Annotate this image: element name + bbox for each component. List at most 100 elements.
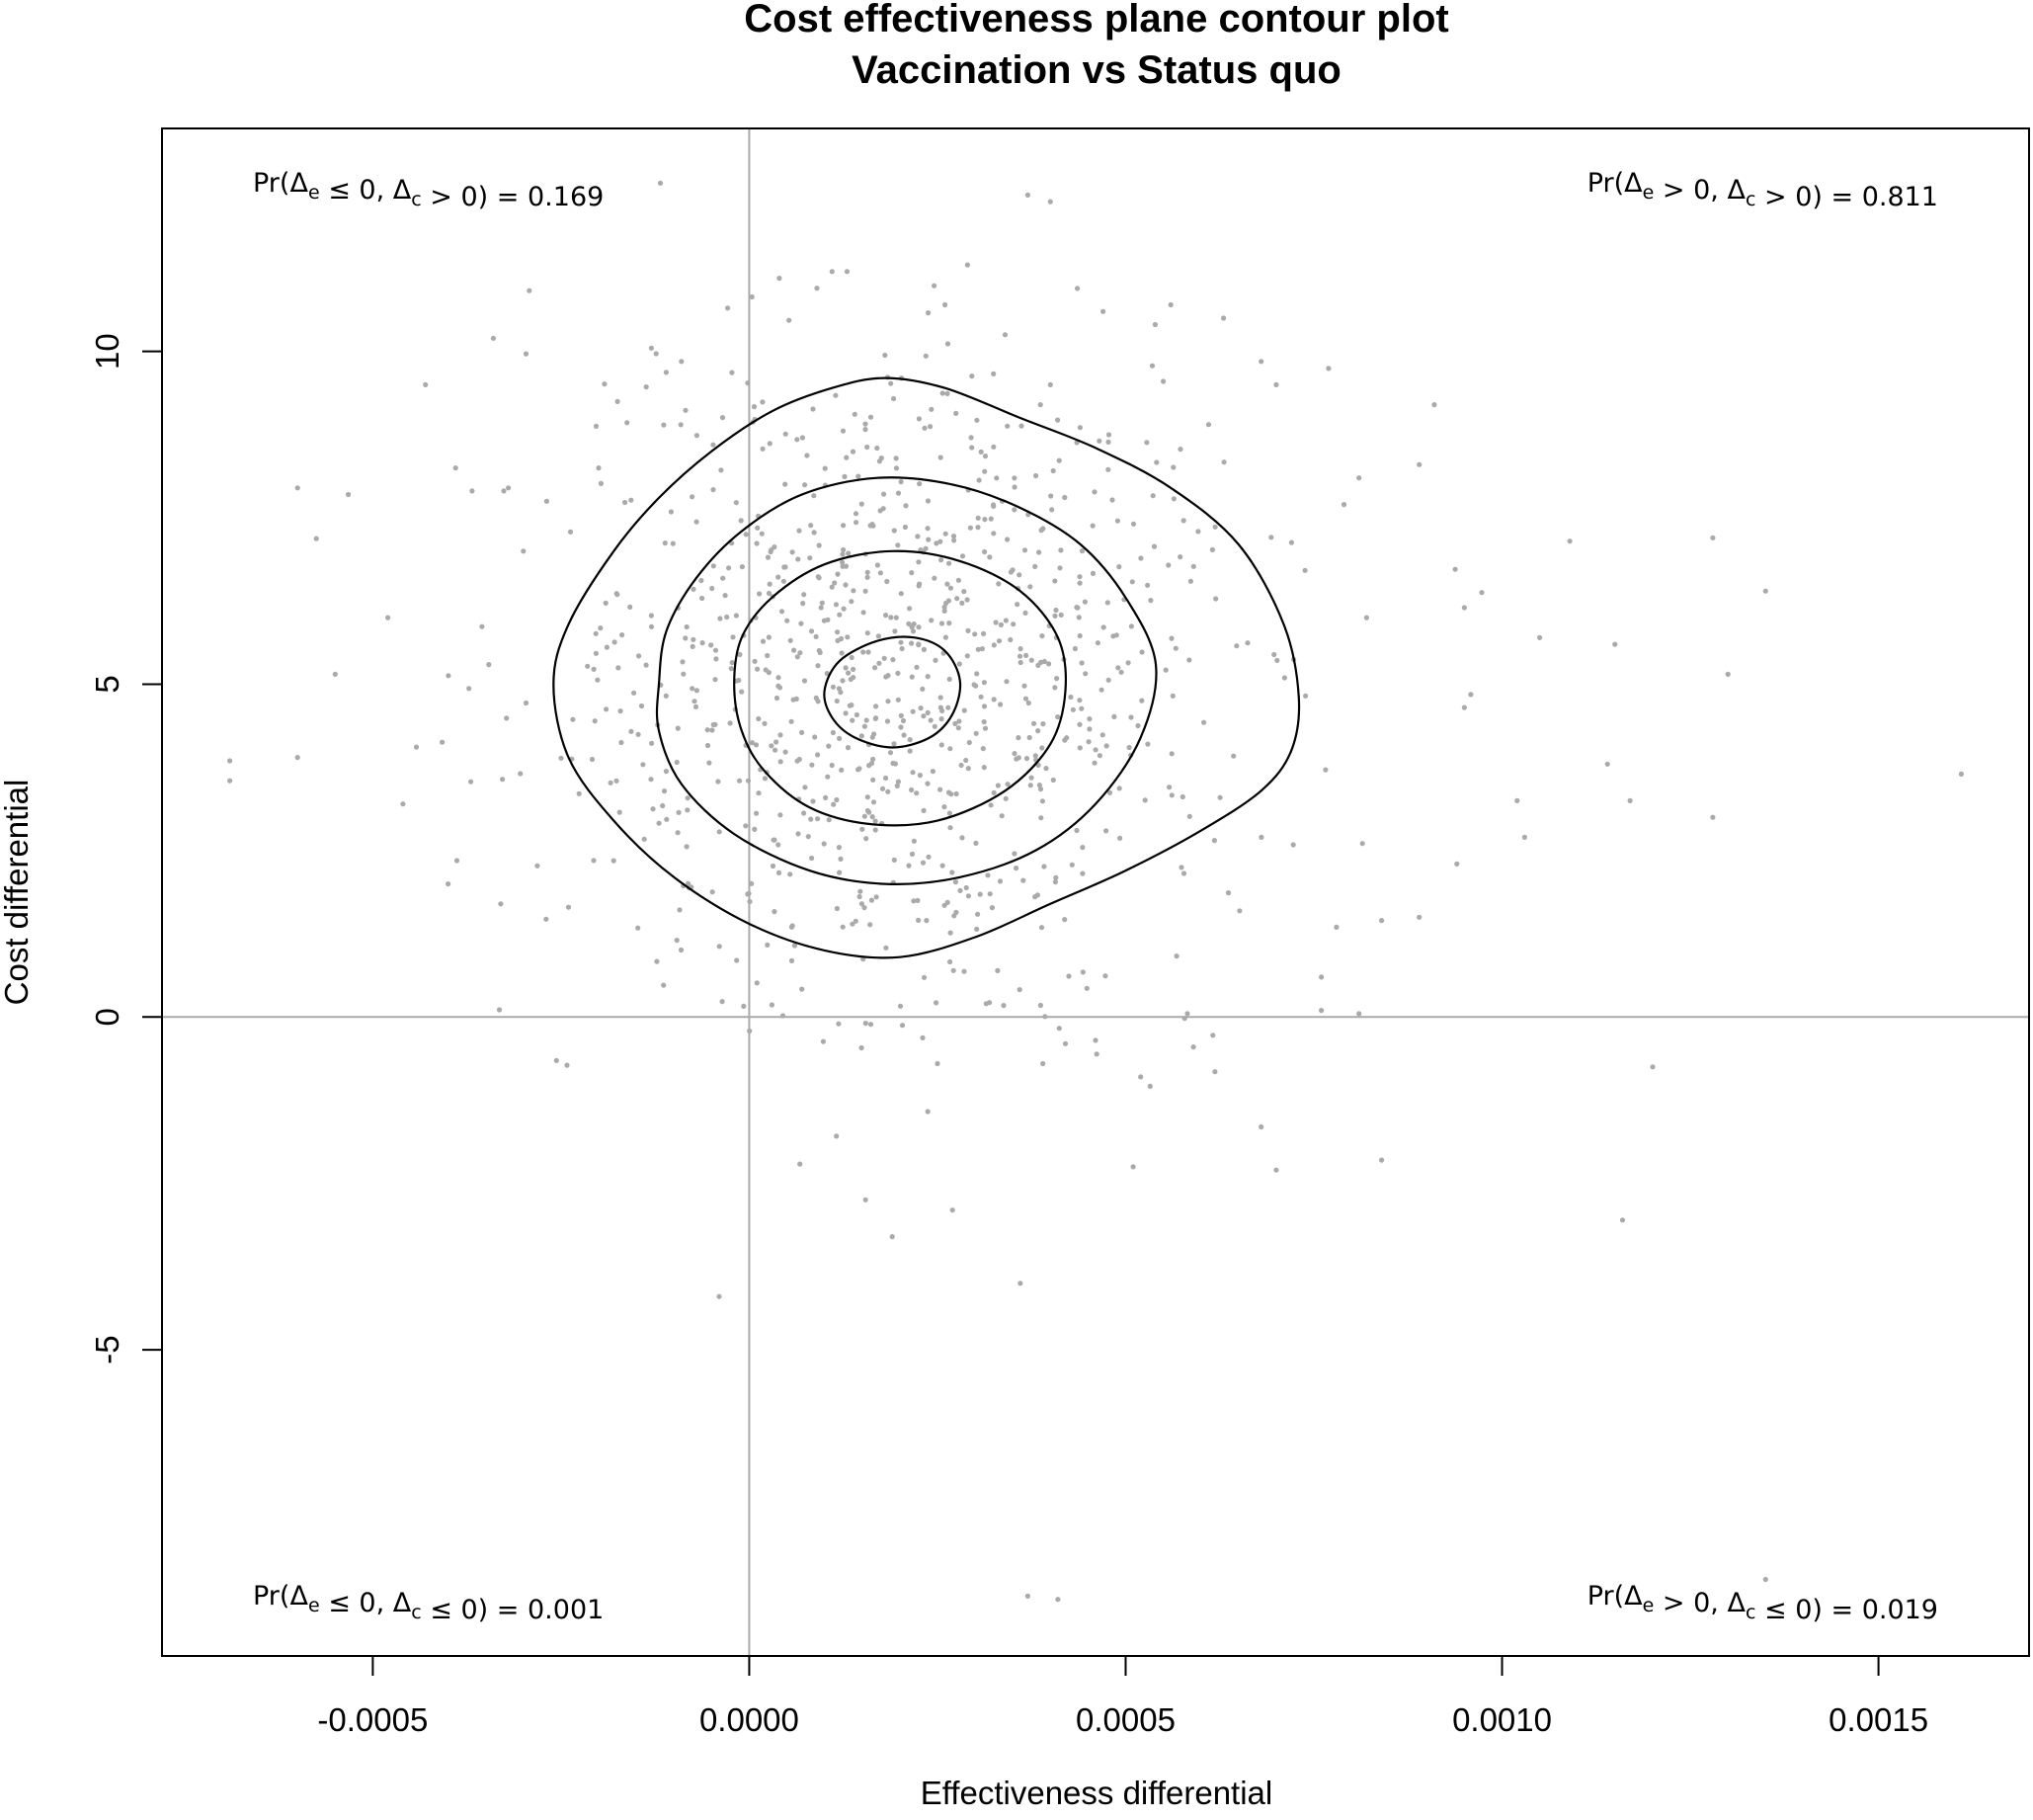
scatter-point [858, 501, 864, 507]
scatter-point [1211, 838, 1217, 844]
scatter-point [868, 897, 875, 903]
scatter-point [928, 424, 934, 430]
scatter-point [1268, 535, 1274, 540]
scatter-point [1231, 753, 1237, 759]
scatter-point [686, 880, 691, 887]
scatter-point [911, 621, 917, 627]
scatter-point [1103, 828, 1109, 834]
scatter-point [909, 570, 915, 576]
scatter-point [1205, 422, 1212, 428]
y-tick-label: 10 [89, 333, 125, 370]
scatter-point [868, 761, 875, 767]
scatter-point [1012, 851, 1017, 857]
quadrant-labels: Pr(Δe ≤ 0, Δc > 0) = 0.169 Pr(Δe > 0, Δc … [253, 168, 1938, 1625]
scatter-point [823, 794, 829, 801]
scatter-point [1040, 526, 1046, 532]
scatter-point [719, 999, 725, 1005]
scatter-point [856, 893, 862, 900]
scatter-point [610, 858, 616, 864]
scatter-point [902, 524, 909, 531]
scatter-point [843, 710, 849, 716]
scatter-point [640, 762, 646, 768]
scatter-point [604, 706, 610, 712]
scatter-point [643, 662, 649, 668]
scatter-point [794, 437, 800, 443]
scatter-point [604, 644, 610, 650]
scatter-point [937, 695, 943, 701]
scatter-point [749, 293, 755, 300]
scatter-point [1020, 877, 1026, 883]
scatter-point [1126, 744, 1132, 751]
scatter-point [833, 392, 839, 398]
scatter-point [1116, 786, 1122, 791]
scatter-point [894, 783, 900, 789]
scatter-point [925, 498, 932, 504]
scatter-point [781, 564, 787, 570]
scatter-point [872, 715, 878, 721]
scatter-point [998, 702, 1004, 707]
scatter-point [909, 851, 916, 858]
scatter-point [690, 686, 695, 692]
scatter-point [1026, 734, 1032, 741]
scatter-point [805, 834, 811, 840]
scatter-point [1038, 925, 1045, 931]
scatter-point [534, 863, 540, 869]
scatter-point [795, 556, 801, 562]
scatter-point [1086, 739, 1092, 745]
scatter-point [657, 180, 664, 186]
scatter-point [893, 615, 899, 620]
scatter-point [715, 779, 721, 785]
scatter-point [661, 422, 667, 428]
scatter-point [867, 922, 873, 928]
scatter-point [521, 548, 527, 554]
scatter-point [845, 634, 851, 640]
scatter-point [698, 577, 704, 584]
scatter-point [736, 677, 742, 684]
scatter-point [1034, 892, 1040, 898]
scatter-point [885, 788, 891, 794]
scatter-point [1054, 676, 1060, 682]
scatter-point [1041, 864, 1047, 869]
scatter-point [834, 905, 841, 912]
scatter-point [1130, 521, 1137, 527]
scatter-point [505, 485, 512, 491]
scatter-point [840, 428, 847, 434]
scatter-point [996, 638, 1003, 644]
scatter-point [738, 518, 744, 524]
scatter-point [1145, 741, 1151, 747]
scatter-point [883, 613, 889, 619]
scatter-point [1537, 634, 1543, 640]
scatter-point [1129, 579, 1135, 585]
contour-second [655, 476, 1158, 885]
scatter-point [1171, 496, 1177, 502]
scatter-point [937, 455, 943, 460]
scatter-point [615, 665, 621, 671]
scatter-point [799, 986, 805, 992]
scatter-point [313, 536, 319, 541]
scatter-point [1098, 687, 1104, 693]
y-tick-label: -5 [89, 1335, 125, 1364]
scatter-point [844, 455, 850, 460]
scatter-point [840, 678, 846, 684]
scatter-point [1050, 467, 1056, 474]
scatter-point [567, 529, 574, 535]
scatter-point [949, 1207, 955, 1213]
scatter-point [1027, 783, 1033, 788]
scatter-point [862, 421, 868, 427]
scatter-point [860, 649, 866, 655]
scatter-point [769, 1002, 775, 1008]
scatter-point [635, 925, 641, 931]
scatter-point [838, 856, 844, 863]
scatter-point [925, 781, 931, 786]
scatter-point [898, 639, 904, 645]
scatter-point [874, 445, 880, 452]
scatter-point [982, 725, 989, 731]
scatter-point [976, 477, 982, 483]
scatter-point [479, 623, 485, 629]
scatter-point [874, 562, 881, 568]
scatter-point [819, 600, 825, 606]
scatter-point [870, 756, 876, 763]
scatter-point [982, 517, 988, 523]
scatter-point [661, 788, 668, 794]
scatter-point [974, 417, 980, 423]
